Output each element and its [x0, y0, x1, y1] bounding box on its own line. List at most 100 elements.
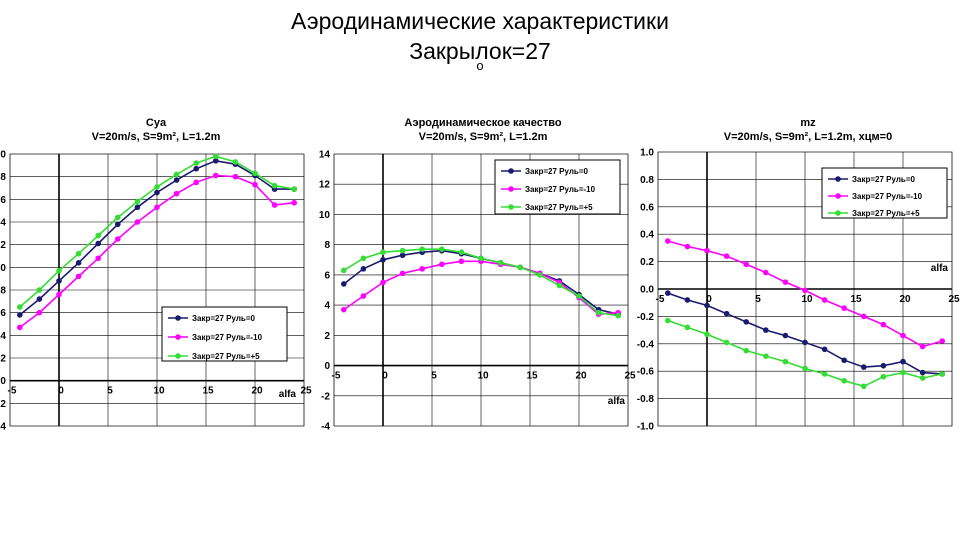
legend-box	[821, 167, 948, 219]
data-point	[556, 282, 563, 289]
data-point	[75, 260, 82, 266]
series-line	[343, 249, 619, 315]
x-tick-label: 15	[850, 294, 862, 305]
data-point	[782, 358, 789, 365]
data-point	[341, 281, 347, 287]
x-axis-label: alfa	[931, 263, 949, 274]
data-point	[115, 236, 121, 242]
data-point	[17, 304, 23, 310]
data-point	[497, 260, 504, 266]
data-point	[880, 321, 887, 328]
x-tick-label: 15	[202, 386, 214, 397]
data-point	[478, 255, 484, 262]
data-point	[821, 371, 828, 377]
data-point	[743, 347, 749, 354]
page-title-line1: Аэродинамические характеристики	[291, 8, 669, 34]
legend-box	[494, 159, 621, 215]
data-point	[517, 264, 523, 271]
data-point	[782, 332, 789, 339]
y-tick-label: -2	[321, 391, 330, 402]
chart-title: Cya	[146, 117, 167, 129]
legend-swatch-marker	[508, 168, 514, 174]
y-tick-label: 0.2	[0, 354, 6, 365]
data-point	[399, 270, 406, 277]
y-tick-label: 0.0	[640, 285, 654, 296]
legend-label: Закр=27 Руль=+5	[525, 203, 593, 212]
x-axis-label: alfa	[279, 389, 297, 400]
chart-title: Аэродинамическое качество	[404, 117, 561, 129]
data-point	[341, 267, 347, 274]
data-point	[36, 296, 43, 302]
data-point	[115, 221, 121, 228]
data-point	[665, 290, 671, 296]
data-point	[615, 312, 621, 319]
x-tick-label: 20	[251, 386, 263, 397]
data-point	[360, 293, 367, 299]
data-point	[763, 269, 769, 276]
y-tick-label: 0	[324, 361, 330, 372]
data-point	[232, 173, 239, 180]
data-point	[615, 311, 621, 317]
series-line	[343, 248, 619, 317]
data-point	[380, 249, 386, 256]
data-point	[380, 256, 386, 263]
y-tick-label: 0.8	[0, 286, 6, 297]
data-point	[193, 160, 199, 166]
data-point	[704, 331, 710, 338]
data-point	[134, 198, 141, 205]
data-point	[900, 369, 906, 376]
y-tick-label: -0.2	[637, 312, 655, 323]
y-tick-label: 12	[319, 180, 331, 191]
data-point	[537, 270, 543, 277]
x-tick-label: 10	[801, 294, 813, 305]
y-tick-label: 6	[324, 270, 330, 281]
data-point	[173, 190, 180, 197]
data-point	[841, 377, 847, 384]
x-tick-label: 5	[431, 371, 437, 382]
data-point	[763, 353, 769, 359]
legend-label: Закр=27 Руль=0	[852, 175, 915, 184]
data-point	[939, 338, 945, 344]
data-point	[802, 365, 808, 372]
data-point	[458, 250, 465, 257]
data-point	[115, 214, 121, 221]
page-title-line2-text: Закрылок=27	[409, 38, 551, 64]
x-tick-label: 25	[624, 371, 636, 382]
data-point	[821, 346, 828, 353]
data-point	[56, 267, 62, 274]
data-point	[743, 319, 749, 325]
data-point	[291, 186, 298, 192]
data-point	[919, 375, 926, 381]
y-tick-label: 14	[319, 150, 331, 161]
data-point	[919, 369, 926, 376]
y-tick-label: -0.8	[637, 394, 655, 405]
y-tick-label: 0.2	[640, 257, 654, 268]
data-point	[213, 153, 219, 160]
data-point	[360, 266, 367, 272]
data-point	[684, 324, 691, 331]
y-tick-label: 0.6	[640, 202, 654, 213]
x-tick-label: 0	[382, 371, 388, 382]
y-tick-label: 2.0	[0, 150, 6, 161]
x-axis-label: alfa	[608, 396, 626, 407]
y-tick-label: 1.4	[0, 218, 6, 229]
data-point	[478, 258, 484, 265]
data-point	[232, 159, 239, 165]
plot-area	[657, 151, 953, 427]
data-point	[439, 247, 445, 254]
y-tick-label: -4	[321, 422, 330, 433]
y-tick-label: -0.4	[637, 339, 655, 350]
legend-box	[161, 306, 288, 362]
data-point	[56, 278, 62, 284]
data-point	[763, 327, 769, 333]
data-point	[252, 172, 258, 179]
data-point	[271, 182, 278, 189]
data-point	[439, 261, 445, 268]
data-point	[75, 273, 82, 280]
y-tick-label: -0.6	[637, 367, 655, 378]
data-point	[743, 261, 749, 268]
legend-swatch-marker	[175, 353, 181, 359]
data-point	[95, 240, 101, 247]
